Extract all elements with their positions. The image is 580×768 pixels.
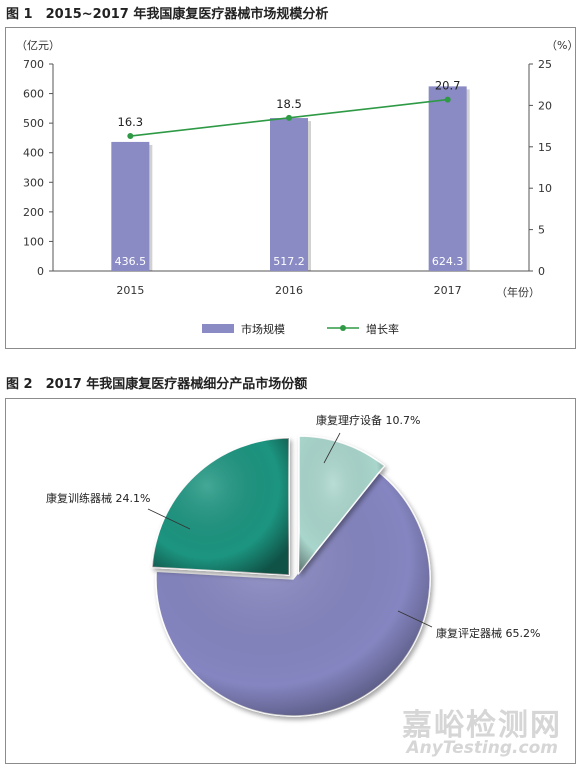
growth-point bbox=[444, 96, 451, 103]
legend-bar-label: 市场规模 bbox=[241, 322, 285, 336]
left-axis-unit: （亿元） bbox=[16, 39, 60, 52]
growth-value-label: 16.3 bbox=[118, 115, 144, 129]
bar-value-label: 624.3 bbox=[432, 255, 464, 268]
growth-point bbox=[127, 133, 134, 140]
pie-chart: 康复评定器械 65.2% 康复训练器械 24.1% 康复理疗设备 10.7% bbox=[46, 413, 540, 717]
bar-line-chart: （亿元） （%） （年份） 0 100 200 300 400 500 600 700 0 5 10… bbox=[16, 39, 578, 336]
figure1-panel: （亿元） （%） （年份） 0 100 200 300 400 500 600 700 0 5 10… bbox=[5, 27, 578, 349]
pie-slice-label: 康复理疗设备 10.7% bbox=[316, 413, 420, 427]
growth-value-label: 20.7 bbox=[435, 79, 461, 93]
pie-slice-evaluation-shade bbox=[156, 471, 430, 716]
right-y-tick-label: 0 bbox=[538, 265, 545, 278]
pie-slice-label: 康复训练器械 24.1% bbox=[46, 491, 150, 505]
x-tick-label: 2015 bbox=[116, 284, 144, 297]
x-tick-label: 2016 bbox=[275, 284, 303, 297]
left-y-tick-label: 300 bbox=[23, 176, 44, 189]
right-axis-unit: （%） bbox=[546, 39, 578, 52]
left-y-tick-label: 400 bbox=[23, 147, 44, 160]
left-y-tick-label: 700 bbox=[23, 58, 44, 71]
right-y-tick-label: 5 bbox=[538, 224, 545, 237]
left-y-tick-label: 0 bbox=[37, 265, 44, 278]
bar-value-label: 517.2 bbox=[273, 255, 305, 268]
growth-point bbox=[286, 114, 292, 121]
pie-leader-line bbox=[397, 610, 433, 628]
pie-slice-training-shade bbox=[152, 438, 289, 575]
left-y-tick-label: 200 bbox=[23, 206, 44, 219]
watermark-cn: 嘉峪检测网 bbox=[402, 708, 562, 743]
right-y-tick-label: 20 bbox=[538, 99, 552, 112]
left-y-tick-label: 100 bbox=[23, 235, 44, 248]
bar-value-label: 436.5 bbox=[115, 255, 147, 268]
legend-line-label: 增长率 bbox=[366, 322, 399, 336]
figure2-title: 图 2 2017 年我国康复医疗器械细分产品市场份额 bbox=[6, 377, 308, 392]
right-y-tick-label: 15 bbox=[538, 141, 552, 154]
pie-slice-therapy-shade bbox=[299, 436, 385, 573]
bar bbox=[270, 118, 308, 271]
legend-line-marker bbox=[340, 325, 346, 331]
figure1-title: 图 1 2015~2017 年我国康复医疗器械市场规模分析 bbox=[6, 7, 329, 22]
pie-leader-line bbox=[147, 508, 191, 530]
right-y-tick-label: 10 bbox=[538, 182, 552, 195]
bar bbox=[428, 86, 467, 271]
watermark-en: AnyTesting.com bbox=[406, 738, 558, 758]
pie-slice-label: 康复评定器械 65.2% bbox=[436, 626, 540, 640]
pie-leader-line bbox=[323, 432, 341, 464]
x-axis-unit: （年份） bbox=[496, 285, 540, 299]
left-y-tick-label: 500 bbox=[23, 117, 44, 130]
right-y-tick-label: 25 bbox=[538, 58, 552, 71]
bar bbox=[111, 141, 150, 271]
figure2-panel: 康复评定器械 65.2% 康复训练器械 24.1% 康复理疗设备 10.7% bbox=[5, 398, 576, 764]
left-y-tick-label: 600 bbox=[23, 88, 44, 101]
x-tick-label: 2017 bbox=[434, 284, 462, 297]
growth-value-label: 18.5 bbox=[276, 97, 302, 111]
legend-bar-swatch bbox=[202, 324, 234, 333]
